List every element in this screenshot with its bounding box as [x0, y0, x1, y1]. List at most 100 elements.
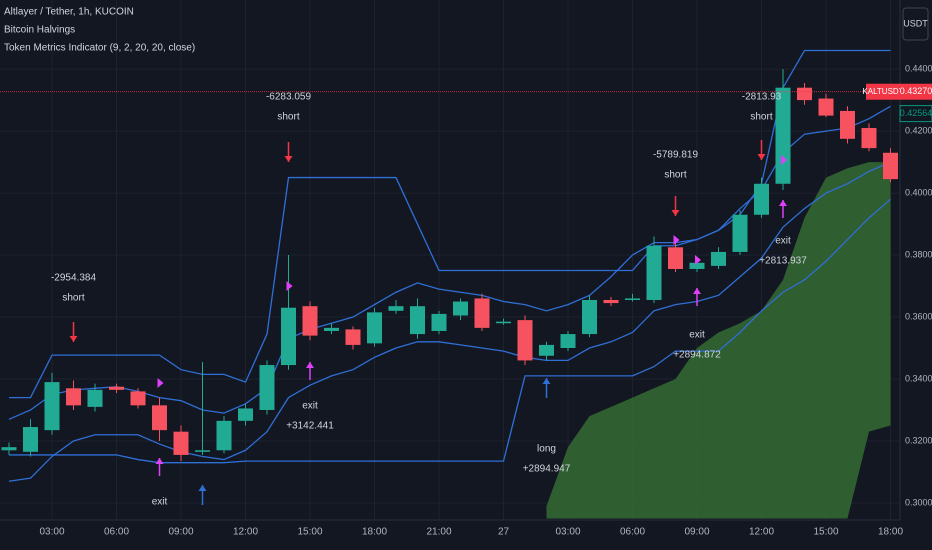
candle-body [560, 334, 576, 349]
signal-text: -6283.059 [266, 92, 311, 103]
candle-body [797, 87, 812, 101]
signal-arrow-head [306, 362, 314, 368]
candle-body [302, 306, 318, 336]
candle-body [410, 306, 425, 335]
candle-body [130, 391, 146, 406]
button-frame[interactable] [902, 7, 929, 41]
candle-body [281, 307, 296, 366]
candle-body [840, 110, 855, 139]
candle-body [603, 299, 619, 304]
candle-body [517, 320, 533, 361]
signal-text: +3142.441 [286, 421, 334, 432]
symbol-title: Altlayer / Tether, 1h, KUCOIN [4, 7, 134, 18]
candle-body [44, 382, 60, 431]
band-price-label: 0.42564 [900, 108, 932, 118]
band-line [8, 105, 891, 420]
candle-body [496, 321, 511, 324]
button-label[interactable]: USDT [903, 18, 928, 28]
candle-body [259, 365, 275, 410]
signal-text: exit [152, 497, 168, 508]
candle-body [431, 313, 447, 331]
candle-body [689, 262, 705, 269]
band-line [9, 49, 891, 399]
candle-body [388, 306, 404, 311]
candle-body [711, 251, 726, 266]
candle-body [152, 405, 167, 431]
candle-body [754, 183, 769, 215]
candle-body [582, 299, 597, 335]
signal-arrow-head [757, 154, 766, 160]
x-tick-label: 03:00 [555, 527, 580, 538]
band-line [8, 161, 891, 482]
candle-body [732, 214, 748, 252]
candle-body [23, 427, 38, 452]
signal-arrow-head [155, 458, 164, 464]
x-tick-label: 15:00 [813, 527, 838, 538]
candle-body [883, 152, 898, 180]
signal-arrow-head [69, 336, 78, 342]
candle-body [539, 344, 554, 356]
signal-marker [695, 255, 701, 265]
x-tick-label: 09:00 [168, 527, 193, 538]
indicator-label: Bitcoin Halvings [4, 25, 75, 36]
symbol-tag-label: KALTUSDT [862, 87, 903, 96]
candle-body [87, 389, 103, 407]
signal-arrow-head [671, 210, 680, 216]
signal-text: short [750, 112, 772, 123]
band-line [9, 198, 891, 464]
area [546, 162, 891, 519]
x-tick-label: 06:00 [620, 527, 645, 538]
candle-body [775, 87, 791, 184]
candle-body [818, 98, 834, 116]
currency-button[interactable]: USDT [902, 7, 929, 41]
candle-body [173, 431, 189, 455]
candle-body [1, 447, 17, 451]
x-tick-label: 09:00 [684, 527, 709, 538]
candle-body [668, 247, 683, 269]
signal-marker [781, 155, 787, 165]
candle-body [195, 450, 210, 452]
signal-marker [157, 378, 164, 388]
signal-text: +2894.872 [673, 350, 721, 361]
signal-arrow-head [779, 200, 787, 206]
candle-body [367, 312, 382, 344]
candle-body [66, 388, 81, 406]
signal-text: short [664, 170, 686, 181]
candle-body [646, 245, 662, 300]
signal-text: exit [775, 236, 791, 247]
signal-text: short [277, 112, 299, 123]
candle-body [216, 420, 232, 451]
signal-text: -2954.384 [51, 273, 96, 284]
band-price-tag [899, 105, 932, 123]
signal-arrow-head [542, 378, 551, 384]
price-tag [900, 83, 932, 100]
signal-text: exit [689, 330, 705, 341]
candle-body [324, 327, 339, 331]
signal-marker [673, 235, 680, 245]
signal-arrow-head [693, 288, 701, 294]
x-tick-label: 12:00 [233, 527, 258, 538]
candle-body [109, 386, 124, 390]
x-tick-label: 18:00 [362, 527, 387, 538]
candle-body [453, 301, 468, 316]
indicator-label: Token Metrics Indicator (9, 2, 20, 20, c… [4, 43, 195, 54]
x-tick-label: 27 [498, 527, 510, 538]
signal-marker [286, 281, 293, 291]
x-tick-label: 15:00 [297, 527, 322, 538]
signal-arrow-head [198, 485, 207, 491]
signal-text: -5789.819 [653, 150, 698, 161]
symbol-tag [866, 83, 900, 100]
signal-arrow-head [284, 156, 293, 162]
plot [0, 49, 900, 519]
x-tick-label: 21:00 [426, 527, 451, 538]
price-tag-label: 0.43270 [900, 86, 932, 96]
